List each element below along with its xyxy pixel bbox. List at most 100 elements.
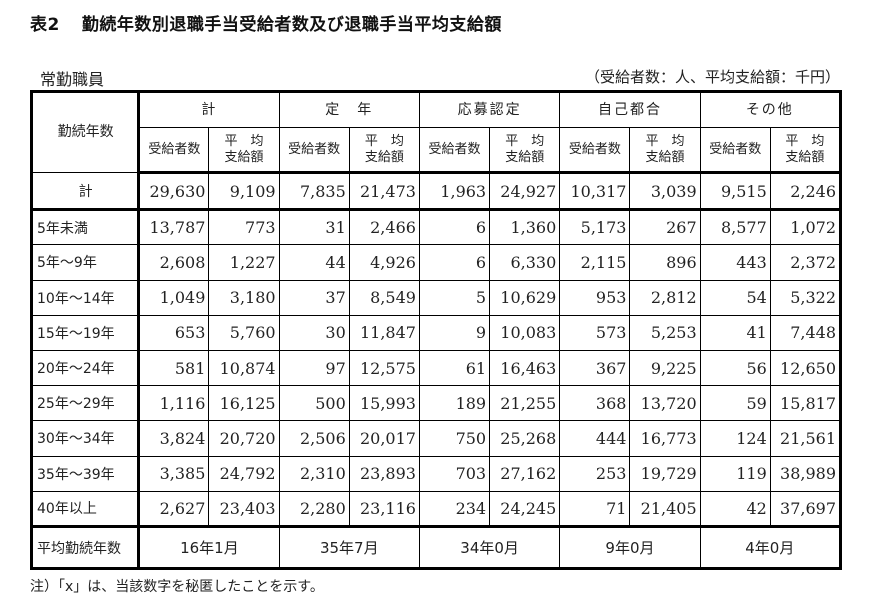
cell-recipient-count: 56	[699, 349, 771, 387]
cell-recipient-count: 119	[699, 455, 771, 492]
cell-recipient-count: 1,963	[418, 171, 491, 212]
table-row: 30年～34年 3,824 20,720 2,506 20,017 750 25,268 44…	[30, 420, 842, 457]
cell-average-amount: 3,180	[208, 279, 280, 316]
cell-average-amount: 23,893	[348, 455, 420, 492]
cell-recipient-count: 189	[418, 385, 491, 422]
cell-recipient-count: 3,824	[138, 420, 210, 457]
cell-average-amount: 773	[208, 209, 280, 246]
cell-average-amount: 20,017	[348, 420, 420, 457]
subheader-count: 受給者数	[138, 127, 210, 174]
subheader-avg: 平 均支給額	[629, 127, 701, 174]
cell-average-amount: 38,989	[769, 455, 842, 492]
cell-average-amount: 23,403	[208, 490, 280, 528]
cell-recipient-count: 500	[278, 385, 350, 422]
subheader-count: 受給者数	[699, 127, 771, 174]
cell-average-amount: 11,847	[348, 314, 420, 351]
table-title: 表2 勤続年数別退職手当受給者数及び退職手当平均支給額	[30, 10, 502, 35]
cell-average-amount: 19,729	[629, 455, 701, 492]
subheader-avg: 平 均支給額	[348, 127, 420, 174]
cell-average-amount: 24,927	[489, 171, 561, 212]
cell-average-amount: 4,926	[348, 244, 420, 281]
cell-recipient-count: 2,506	[278, 420, 350, 457]
cell-average-amount: 20,720	[208, 420, 280, 457]
cell-average-amount: 7,448	[769, 314, 842, 351]
average-years-other: 4年0月	[699, 525, 842, 569]
cell-average-amount: 21,561	[769, 420, 842, 457]
cell-recipient-count: 367	[559, 349, 631, 387]
group-header-voluntary-approved: 応募認定	[418, 91, 561, 128]
average-years-total: 16年1月	[138, 525, 280, 569]
cell-recipient-count: 9,515	[699, 171, 771, 212]
cell-average-amount: 25,268	[489, 420, 561, 457]
row-label: 20年～24年	[30, 349, 141, 387]
cell-recipient-count: 2,310	[278, 455, 350, 492]
cell-recipient-count: 71	[559, 490, 631, 528]
cell-average-amount: 10,629	[489, 279, 561, 316]
cell-average-amount: 15,993	[348, 385, 420, 422]
cell-average-amount: 21,473	[348, 171, 420, 212]
cell-average-amount: 27,162	[489, 455, 561, 492]
cell-average-amount: 23,116	[348, 490, 420, 528]
cell-recipient-count: 1,049	[138, 279, 210, 316]
cell-average-amount: 6,330	[489, 244, 561, 281]
table-row: 40年以上 2,627 23,403 2,280 23,116 234 24,245 71 21…	[30, 490, 842, 528]
cell-recipient-count: 581	[138, 349, 210, 387]
cell-average-amount: 1,360	[489, 209, 561, 246]
subheader-avg: 平 均支給額	[489, 127, 561, 174]
average-years-retirement-age: 35年7月	[278, 525, 420, 569]
table-row: 25年～29年 1,116 16,125 500 15,993 189 21,255 368 1…	[30, 385, 842, 422]
cell-average-amount: 15,817	[769, 385, 842, 422]
cell-average-amount: 3,039	[629, 171, 701, 212]
cell-recipient-count: 653	[138, 314, 210, 351]
cell-recipient-count: 1,116	[138, 385, 210, 422]
cell-average-amount: 37,697	[769, 490, 842, 528]
row-label: 25年～29年	[30, 385, 141, 422]
cell-average-amount: 1,227	[208, 244, 280, 281]
footnote: 注）「x」は、当該数字を秘匿したことを示す。	[30, 579, 324, 595]
row-label: 30年～34年	[30, 420, 141, 457]
cell-recipient-count: 13,787	[138, 209, 210, 246]
cell-recipient-count: 124	[699, 420, 771, 457]
cell-recipient-count: 444	[559, 420, 631, 457]
cell-recipient-count: 750	[418, 420, 491, 457]
cell-recipient-count: 6	[418, 244, 491, 281]
cell-average-amount: 5,760	[208, 314, 280, 351]
cell-recipient-count: 573	[559, 314, 631, 351]
cell-recipient-count: 41	[699, 314, 771, 351]
subheader-count: 受給者数	[559, 127, 631, 174]
table-row: 計 29,630 9,109 7,835 21,473 1,963 24,927 10,317…	[30, 171, 842, 212]
cell-recipient-count: 30	[278, 314, 350, 351]
cell-recipient-count: 253	[559, 455, 631, 492]
cell-recipient-count: 42	[699, 490, 771, 528]
group-header-retirement-age: 定 年	[278, 91, 420, 128]
row-label: 35年～39年	[30, 455, 141, 492]
cell-recipient-count: 234	[418, 490, 491, 528]
subheader-avg: 平 均支給額	[208, 127, 280, 174]
cell-recipient-count: 368	[559, 385, 631, 422]
cell-average-amount: 16,773	[629, 420, 701, 457]
table-body: 計 29,630 9,109 7,835 21,473 1,963 24,927 10,317…	[30, 171, 842, 528]
cell-average-amount: 5,322	[769, 279, 842, 316]
cell-recipient-count: 97	[278, 349, 350, 387]
cell-recipient-count: 703	[418, 455, 491, 492]
cell-average-amount: 896	[629, 244, 701, 281]
average-years-self-reasons: 9年0月	[559, 525, 701, 569]
table-row: 5年未満 13,787 773 31 2,466 6 1,360 5,173 267 8,577 1…	[30, 209, 842, 246]
cell-average-amount: 21,405	[629, 490, 701, 528]
cell-average-amount: 5,253	[629, 314, 701, 351]
row-label: 5年未満	[30, 209, 141, 246]
cell-average-amount: 13,720	[629, 385, 701, 422]
cell-recipient-count: 31	[278, 209, 350, 246]
cell-average-amount: 2,812	[629, 279, 701, 316]
cell-recipient-count: 443	[699, 244, 771, 281]
subheader-avg: 平 均支給額	[769, 127, 842, 174]
cell-average-amount: 21,255	[489, 385, 561, 422]
cell-average-amount: 2,466	[348, 209, 420, 246]
cell-recipient-count: 54	[699, 279, 771, 316]
cell-recipient-count: 5,173	[559, 209, 631, 246]
table-row: 10年～14年 1,049 3,180 37 8,549 5 10,629 953 2,812 5…	[30, 279, 842, 316]
cell-recipient-count: 2,627	[138, 490, 210, 528]
cell-average-amount: 16,125	[208, 385, 280, 422]
average-years-row: 平均勤続年数 16年1月 35年7月 34年0月 9年0月 4年0月	[30, 525, 842, 569]
row-label: 5年～9年	[30, 244, 141, 281]
